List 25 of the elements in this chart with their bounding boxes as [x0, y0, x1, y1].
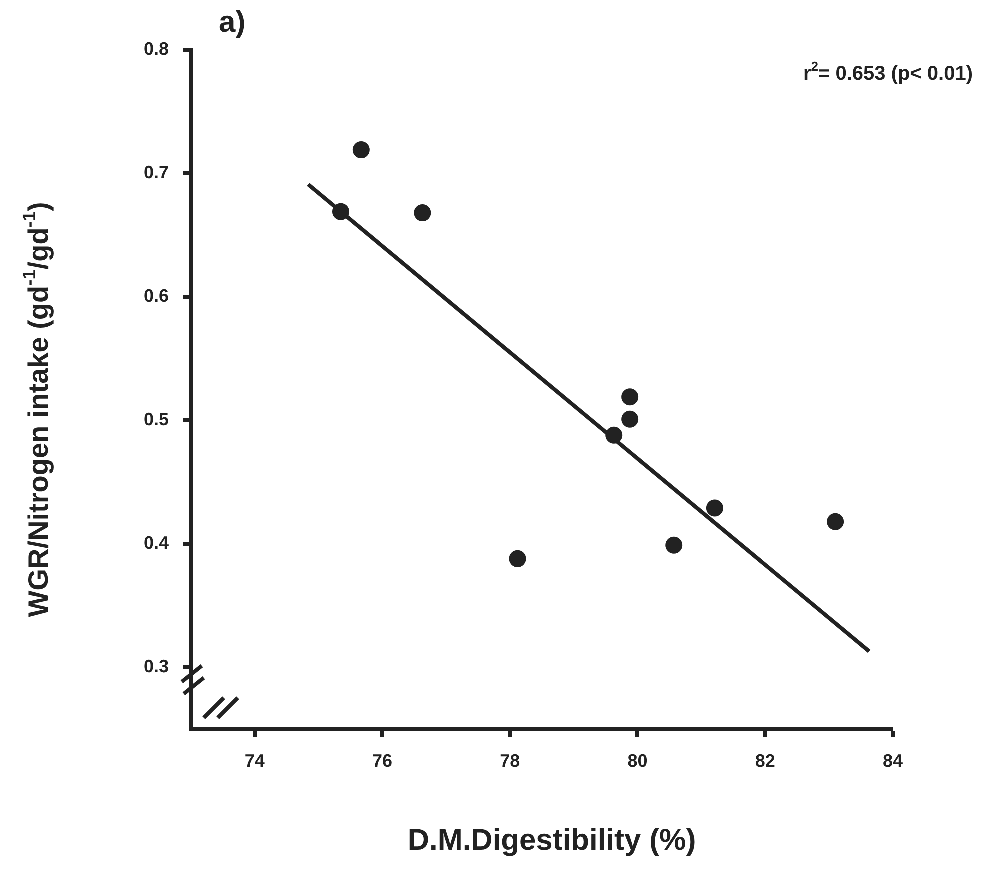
chart-title: a): [219, 6, 246, 39]
point: [332, 203, 350, 220]
y-tick-label: 0.4: [144, 533, 170, 554]
x-tick-label: 78: [500, 751, 520, 772]
point: [827, 513, 844, 530]
y-tick-label: 0.3: [144, 656, 170, 677]
x-tick-label: 84: [882, 751, 904, 772]
x-tick-label: 82: [755, 751, 776, 772]
point: [622, 388, 639, 406]
point: [666, 536, 683, 554]
y-axis-title: WGR/Nitrogen intake (gd-1/gd-1): [19, 202, 54, 618]
point: [706, 500, 724, 517]
point: [509, 550, 526, 568]
y-tick-label: 0.8: [144, 38, 170, 59]
y-tick-label: 0.7: [144, 162, 170, 182]
y-tick-label: 0.5: [144, 410, 170, 430]
x-tick-label: 74: [244, 751, 265, 772]
point: [622, 410, 639, 428]
x-tick-label: 80: [628, 751, 648, 772]
point: [606, 426, 623, 444]
y-tick-label: 0.6: [144, 286, 170, 306]
x-axis-title: D.M.Digestibility (%): [408, 824, 696, 857]
point: [414, 204, 432, 222]
point: [352, 142, 370, 159]
x-tick-label: 76: [372, 751, 392, 772]
